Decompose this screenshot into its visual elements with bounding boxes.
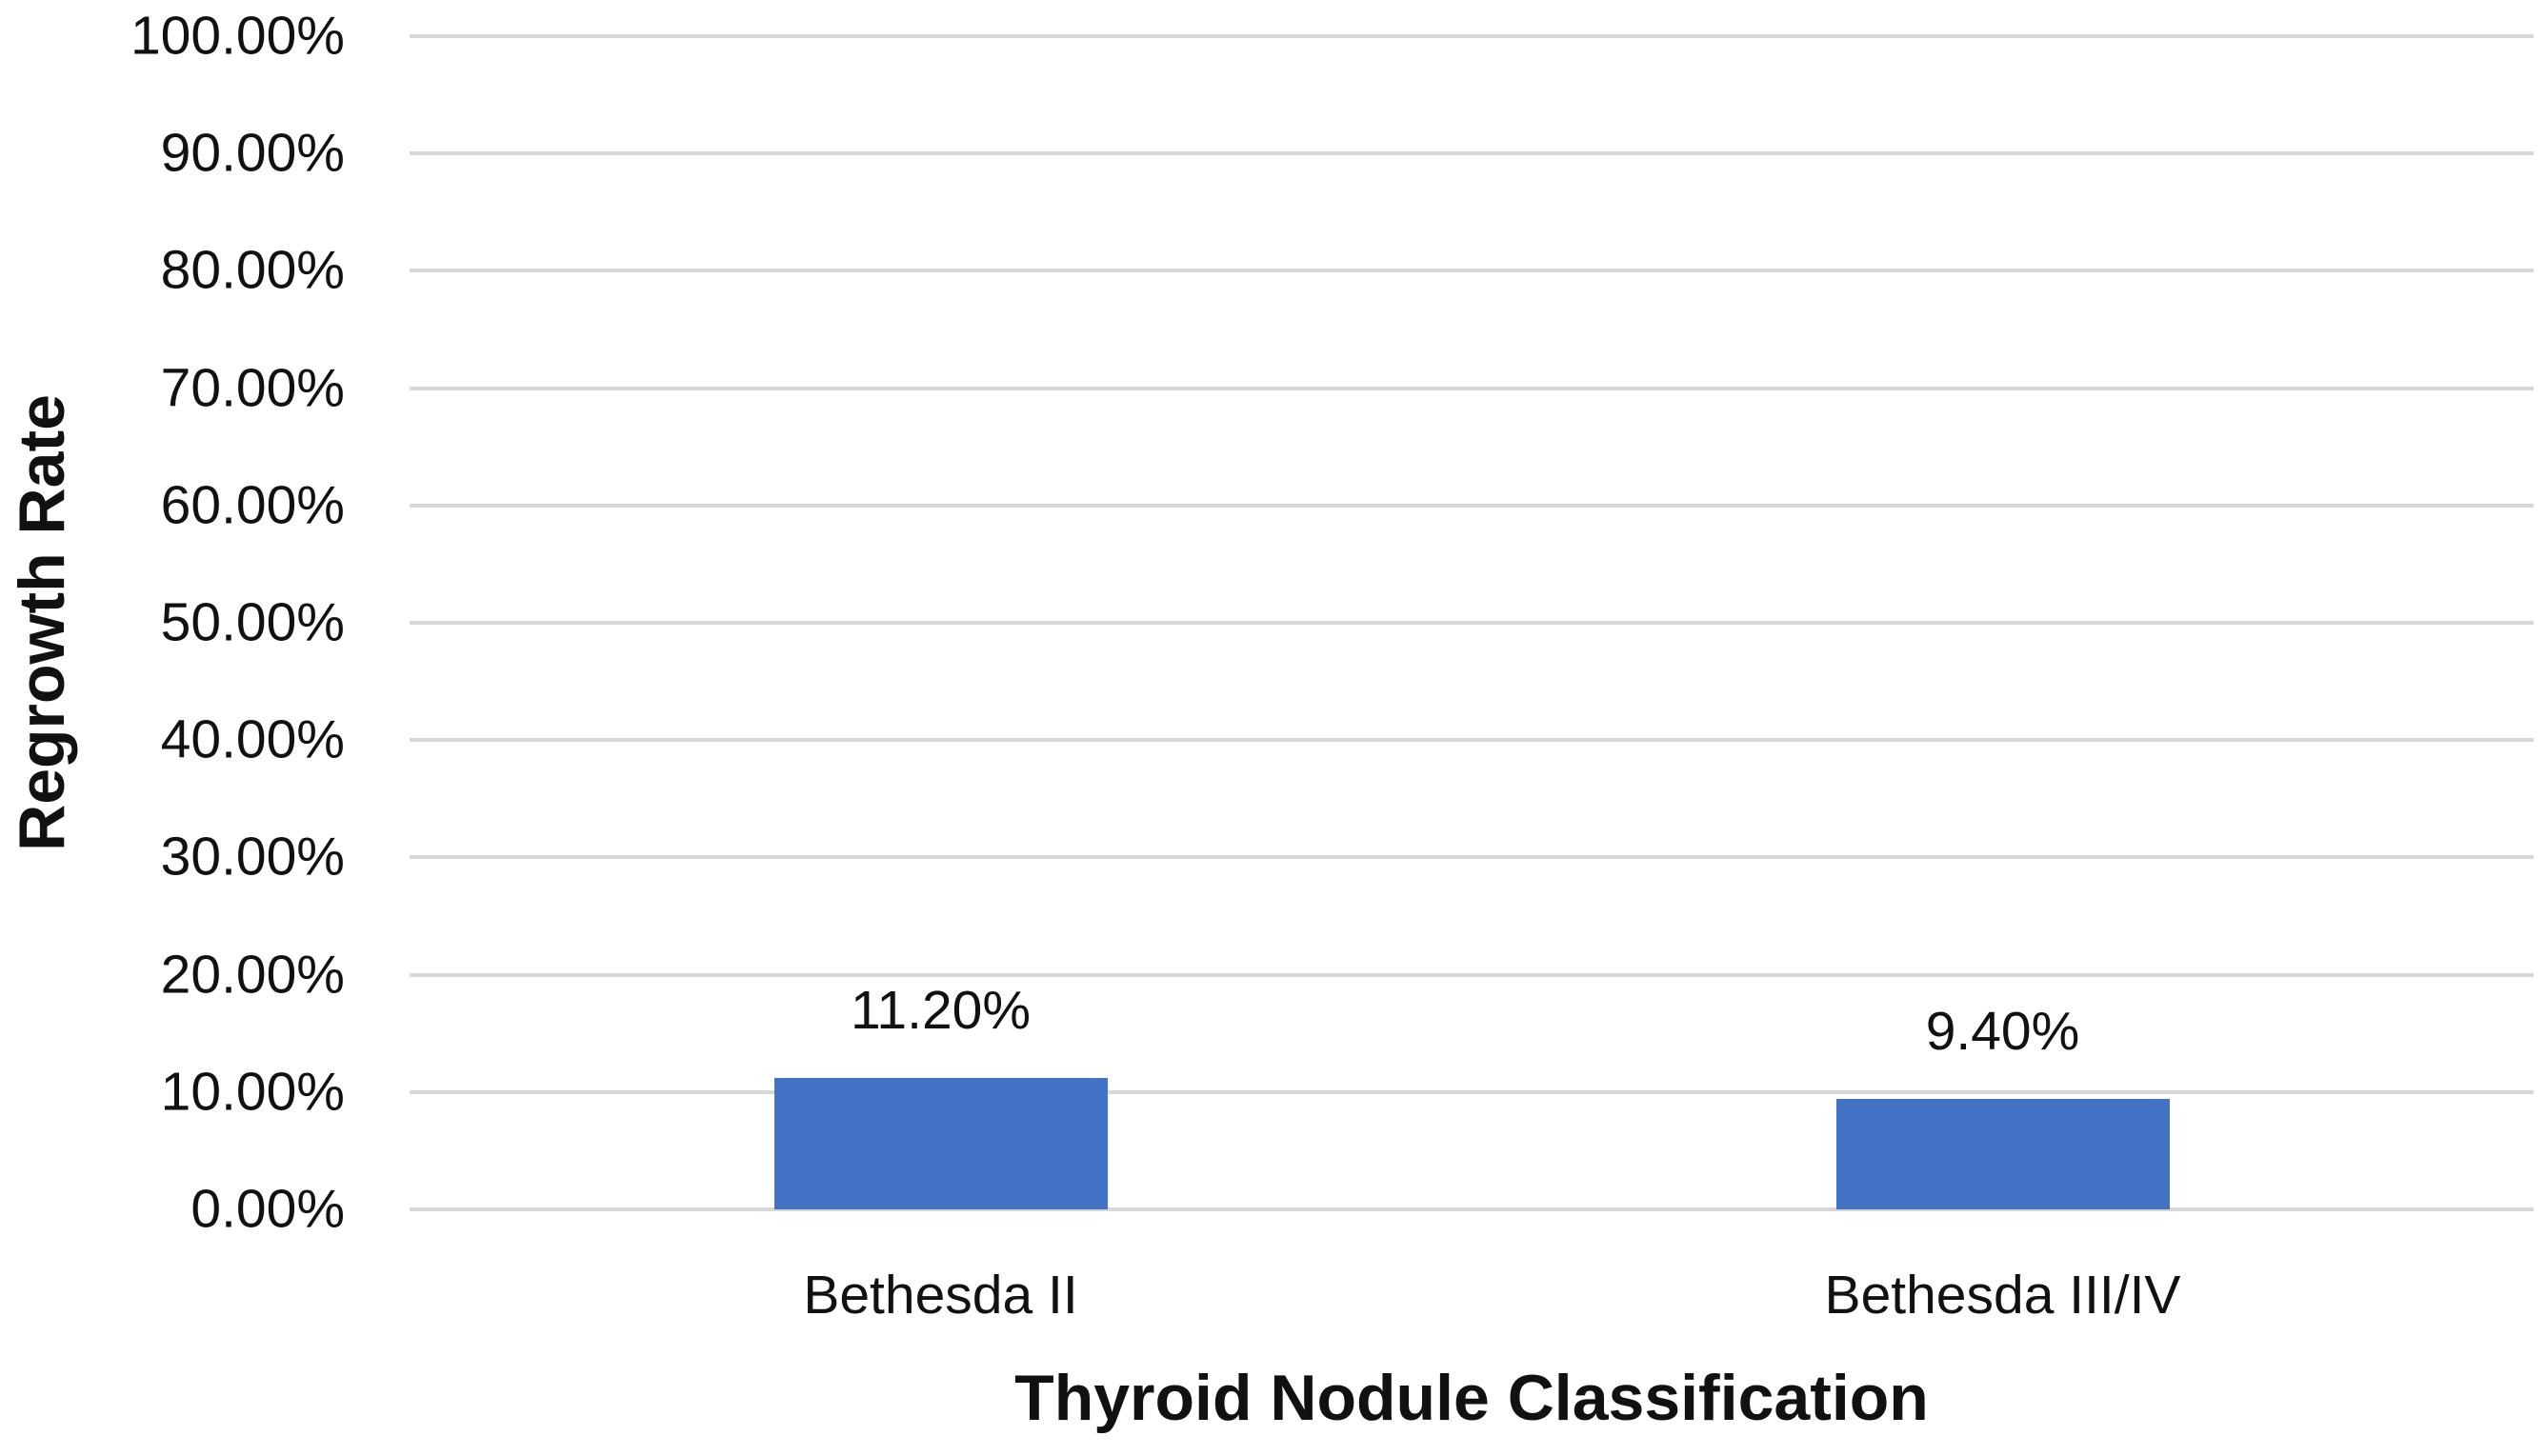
gridline xyxy=(410,855,2534,860)
gridline xyxy=(410,386,2534,390)
category-label: Bethesda III/IV xyxy=(1824,1265,2181,1326)
gridline xyxy=(410,34,2534,38)
gridline xyxy=(410,1089,2534,1094)
y-tick-label: 60.00% xyxy=(160,474,345,536)
y-axis-title: Regrowth Rate xyxy=(6,394,78,851)
y-tick-label: 90.00% xyxy=(160,122,345,184)
gridline xyxy=(410,972,2534,977)
bar-value-label: 9.40% xyxy=(1925,1001,2080,1063)
gridline xyxy=(410,269,2534,273)
y-tick-label: 10.00% xyxy=(160,1061,345,1123)
y-tick-label: 30.00% xyxy=(160,826,345,888)
y-tick-label: 50.00% xyxy=(160,591,345,653)
y-tick-label: 80.00% xyxy=(160,239,345,301)
y-tick-label: 0.00% xyxy=(190,1178,345,1240)
y-tick-label: 40.00% xyxy=(160,708,345,770)
y-tick-label: 20.00% xyxy=(160,944,345,1006)
plot-area: 0.00% 10.00% 20.00% 30.00% 40.00% 50.00% 60.00… xyxy=(130,9,2534,1323)
gridline xyxy=(410,621,2534,625)
gridline xyxy=(410,503,2534,508)
gridline xyxy=(410,1207,2534,1211)
bar-2 xyxy=(1835,1099,2170,1209)
bar-value-label: 11.20% xyxy=(850,980,1032,1042)
y-tick-label: 100.00% xyxy=(130,5,345,67)
category-label: Bethesda II xyxy=(803,1265,1078,1326)
gridline xyxy=(410,151,2534,156)
x-axis-title: Thyroid Nodule Classification xyxy=(1014,1362,1929,1434)
y-tick-label: 70.00% xyxy=(160,357,345,419)
gridline xyxy=(410,738,2534,743)
bar-1 xyxy=(773,1078,1108,1209)
